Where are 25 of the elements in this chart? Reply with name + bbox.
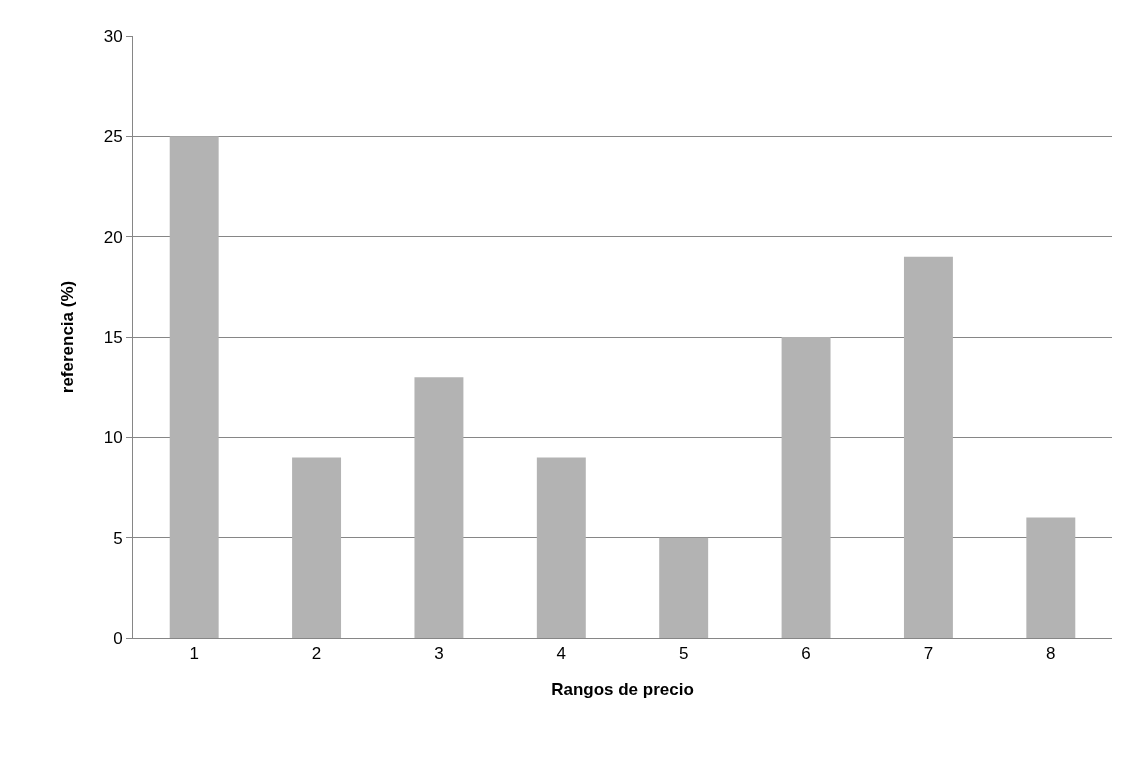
y-tick-label: 15	[103, 327, 123, 347]
bar	[903, 256, 953, 638]
bar	[292, 457, 342, 638]
y-tick-label: 30	[103, 26, 123, 46]
x-tick-label: 1	[189, 644, 199, 664]
x-tick-label: 8	[1046, 644, 1056, 664]
bar	[414, 377, 464, 638]
y-tick-label: 10	[103, 428, 123, 448]
y-tick-label: 20	[103, 227, 123, 247]
x-tick-label: 6	[801, 644, 811, 664]
x-tick-label: 5	[678, 644, 689, 664]
x-axis-title: Rangos de precio	[551, 679, 694, 699]
y-tick-label: 0	[113, 628, 123, 648]
bar	[1026, 517, 1076, 638]
y-tick-label: 25	[103, 127, 123, 147]
bar	[169, 136, 219, 638]
y-axis-title: referencia (%)	[58, 280, 78, 394]
x-tick-label: 7	[923, 644, 934, 664]
x-tick-label: 4	[556, 644, 567, 664]
bar	[659, 537, 709, 638]
bar	[536, 457, 586, 638]
x-tick-label: 3	[434, 644, 444, 664]
bar	[781, 337, 831, 638]
y-tick-label: 5	[113, 528, 123, 548]
x-tick-label: 2	[311, 644, 322, 664]
